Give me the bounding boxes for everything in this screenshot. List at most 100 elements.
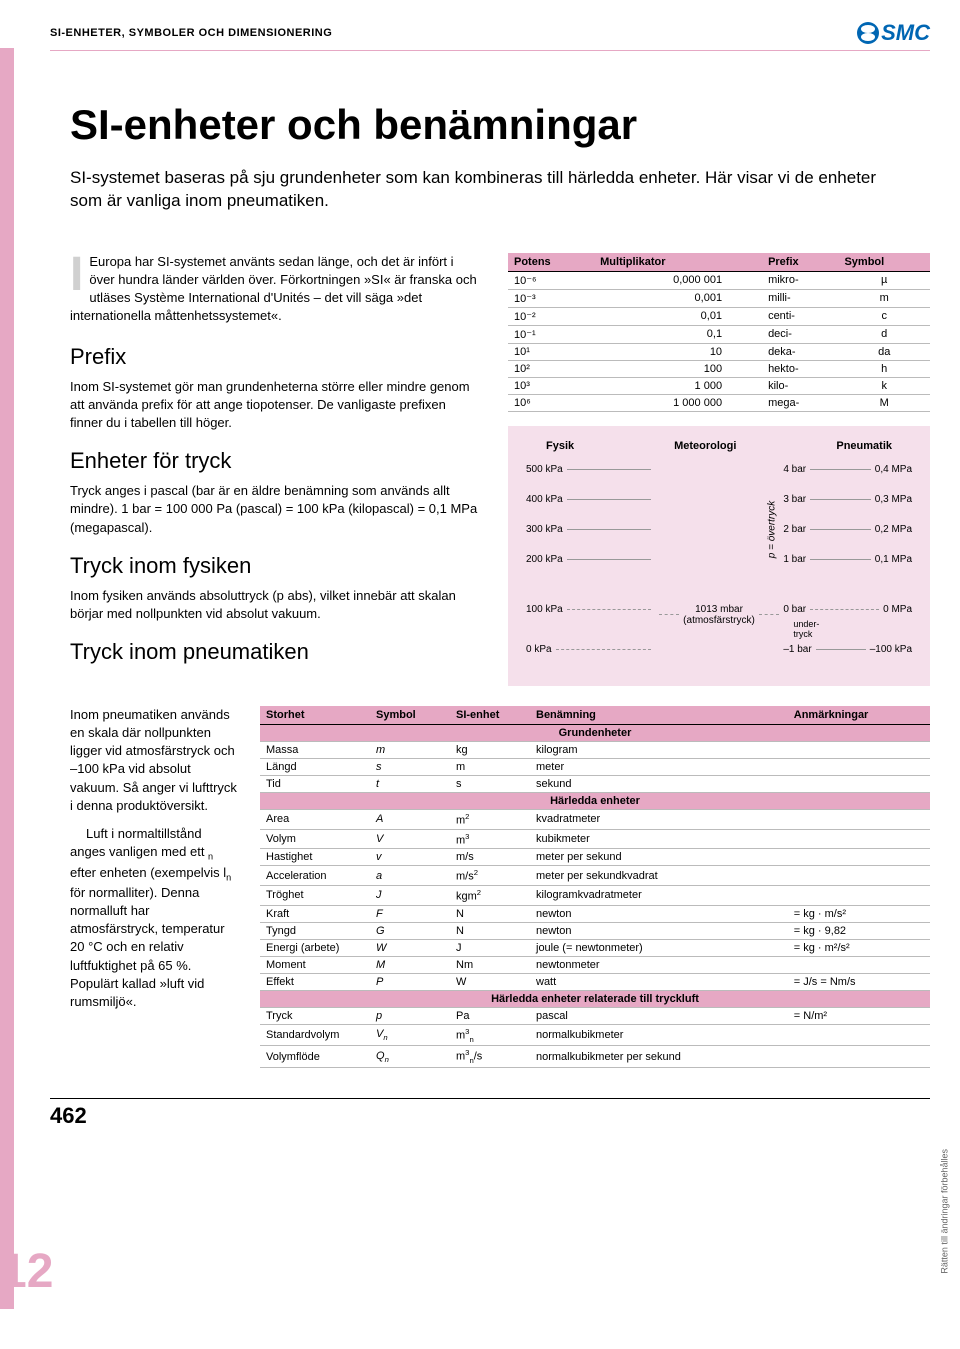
breadcrumb: SI-ENHETER, SYMBOLER OCH DIMENSIONERING — [50, 27, 332, 39]
table-cell: 1 000 000 — [594, 394, 762, 411]
diagram-tick: 3 bar0,3 MPa — [783, 494, 912, 505]
table-row: 10⁻³0,001milli-m — [508, 289, 930, 307]
table-row: Massamkgkilogram — [260, 741, 930, 758]
table-cell: da — [838, 343, 930, 360]
pneu-heading: Tryck inom pneumatiken — [70, 639, 480, 665]
table-cell — [788, 758, 930, 775]
table-cell: m — [450, 758, 530, 775]
table-cell: sekund — [530, 775, 788, 792]
table-row: StandardvolymVnm3nnormalkubikmeter — [260, 1024, 930, 1046]
table-cell: kilogram — [530, 741, 788, 758]
table-cell: normalkubikmeter per sekund — [530, 1046, 788, 1068]
table-section-row: Härledda enheter relaterade till trycklu… — [260, 990, 930, 1007]
tick-line — [567, 559, 651, 560]
diagram-col-meteo: 1013 mbar(atmosfärstryck) — [655, 464, 784, 664]
fysik-heading: Tryck inom fysiken — [70, 553, 480, 579]
side-accent-bar — [0, 48, 14, 1309]
table-cell: Volym — [260, 829, 370, 849]
table-cell: m2 — [450, 809, 530, 829]
table-cell: kilo- — [762, 377, 838, 394]
page-number: 462 — [20, 1103, 930, 1129]
logo-text: SMC — [881, 20, 930, 46]
table-cell: mikro- — [762, 271, 838, 289]
table-cell: Tyngd — [260, 922, 370, 939]
tick-label: 0,2 MPa — [875, 524, 912, 535]
table-row: Längdsmmeter — [260, 758, 930, 775]
tick-label: 0,3 MPa — [875, 494, 912, 505]
enheter-paragraph: Tryck anges i pascal (bar är en äldre be… — [70, 482, 480, 537]
tick-label: 0 kPa — [526, 644, 552, 655]
table-cell: G — [370, 922, 450, 939]
diagram-tick: 1 bar0,1 MPa — [783, 554, 912, 565]
table-cell: = kg · m/s² — [788, 905, 930, 922]
tick-line — [567, 609, 651, 610]
table-cell: = kg · m²/s² — [788, 939, 930, 956]
tick-label: 1 bar — [783, 554, 806, 565]
tick-label: 0 bar — [783, 604, 806, 615]
table-cell: 0,1 — [594, 325, 762, 343]
tick-line — [816, 649, 866, 650]
pneu-p1: Inom pneumatiken används en skala där no… — [70, 706, 240, 815]
table-cell: N — [450, 922, 530, 939]
table-header: Prefix — [762, 253, 838, 272]
table-cell: kvadratmeter — [530, 809, 788, 829]
diagram-tick: 200 kPa — [526, 554, 655, 565]
table-cell: m/s — [450, 849, 530, 866]
table-cell: 10¹ — [508, 343, 594, 360]
table-cell — [788, 809, 930, 829]
table-cell: m/s2 — [450, 866, 530, 886]
diagram-tick: 2 bar0,2 MPa — [783, 524, 912, 535]
diagram-tick: 0 kPa — [526, 644, 655, 655]
table-cell: meter per sekund — [530, 849, 788, 866]
page: SI-ENHETER, SYMBOLER OCH DIMENSIONERING … — [0, 0, 960, 1349]
footer-rule — [50, 1098, 930, 1099]
table-cell: 0,01 — [594, 307, 762, 325]
tick-line — [556, 649, 651, 650]
table-header: Storhet — [260, 706, 370, 725]
table-section-label: Härledda enheter relaterade till trycklu… — [260, 990, 930, 1007]
tick-label: 400 kPa — [526, 494, 563, 505]
table-cell — [788, 829, 930, 849]
table-cell: joule (= newtonmeter) — [530, 939, 788, 956]
tick-line — [810, 499, 871, 500]
diagram-tick: 1013 mbar(atmosfärstryck) — [655, 604, 784, 626]
table-section-label: Grundenheter — [260, 724, 930, 741]
diagram-tick: 300 kPa — [526, 524, 655, 535]
lead-paragraph: SI-systemet baseras på sju grundenheter … — [70, 167, 890, 213]
table-row: VolymVm3kubikmeter — [260, 829, 930, 849]
intro-paragraph: I Europa har SI-systemet använts sedan l… — [70, 253, 480, 326]
table-cell: Qn — [370, 1046, 450, 1068]
table-row: TyngdGNnewton= kg · 9,82 — [260, 922, 930, 939]
table-cell: = N/m² — [788, 1007, 930, 1024]
table-cell: N — [450, 905, 530, 922]
table-cell: 10⁻³ — [508, 289, 594, 307]
table-row: Energi (arbete)WJjoule (= newtonmeter)= … — [260, 939, 930, 956]
tick-line — [810, 609, 879, 610]
table-row: TryckpPapascal= N/m² — [260, 1007, 930, 1024]
table-cell: Effekt — [260, 973, 370, 990]
table-cell: p — [370, 1007, 450, 1024]
tick-label: 1013 mbar(atmosfärstryck) — [683, 604, 755, 626]
tick-line — [810, 559, 871, 560]
tick-line — [567, 529, 651, 530]
tick-line — [810, 469, 871, 470]
intro-text: Europa har SI-systemet använts sedan län… — [70, 254, 477, 324]
two-column-layout: I Europa har SI-systemet använts sedan l… — [70, 253, 930, 686]
table-cell: s — [370, 758, 450, 775]
table-cell: Kraft — [260, 905, 370, 922]
enheter-heading: Enheter för tryck — [70, 448, 480, 474]
tick-label: 0,4 MPa — [875, 464, 912, 475]
table-cell: Nm — [450, 956, 530, 973]
diagram-col-header: Meteorologi — [674, 440, 736, 452]
table-cell: J — [450, 939, 530, 956]
page-title: SI-enheter och benämningar — [70, 101, 930, 149]
diagram-body: 500 kPa400 kPa300 kPa200 kPa100 kPa0 kPa… — [526, 464, 912, 664]
table-cell: milli- — [762, 289, 838, 307]
tick-label: 500 kPa — [526, 464, 563, 475]
right-column: Potens Multiplikator Prefix Symbol 10⁻⁶0… — [508, 253, 930, 686]
table-cell: Massa — [260, 741, 370, 758]
table-header: Anmärkningar — [788, 706, 930, 725]
table-cell: Pa — [450, 1007, 530, 1024]
tick-label: –100 kPa — [870, 644, 912, 655]
tick-label: –1 bar — [783, 644, 811, 655]
